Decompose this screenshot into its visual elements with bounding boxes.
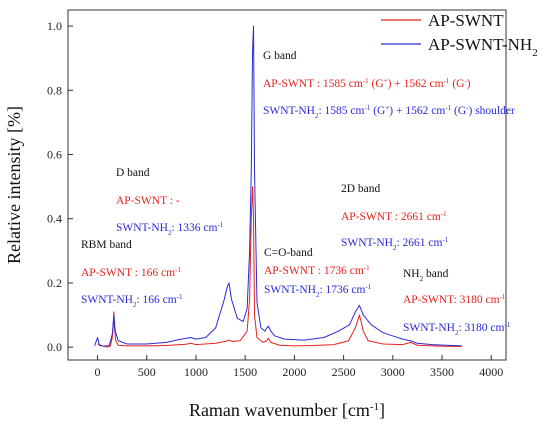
x-tick-label: 4000 <box>479 365 503 379</box>
series-line-ap-swnt <box>97 186 462 348</box>
x-tick-label: 0 <box>95 365 101 379</box>
x-axis-ticks: 0 500 1000 1500 2000 2500 3000 3500 4000 <box>95 355 503 379</box>
annotation-g-swnt-nh2: SWNT-NH2: 1585 cm-1 (G+) + 1562 cm-1 (G-… <box>263 104 515 120</box>
annotation-2d-swnt-nh2: SWNT-NH2: 2661 cm-1 <box>341 236 449 252</box>
annotation-g-ap-swnt: AP-SWNT : 1585 cm-1 (G+) + 1562 cm-1 (G-… <box>263 77 471 90</box>
series-layer <box>94 25 462 348</box>
y-tick-label: 0.0 <box>47 340 62 354</box>
annotation-rbm-swnt-nh2: SWNT-NH2: 166 cm-1 <box>81 293 183 309</box>
y-tick-label: 0.6 <box>47 147 62 161</box>
annotation-nh2-swnt-nh2: SWNT-NH2: 3180 cm-1 <box>403 321 511 337</box>
annotation-rbm-band: RBM band <box>81 239 132 251</box>
annotation-d-swnt-nh2: SWNT-NH2: 1336 cm-1 <box>116 221 224 237</box>
annotation-2d-ap-swnt: AP-SWNT : 2661 cm-1 <box>341 210 447 223</box>
annotation-d-band: D band <box>116 167 150 179</box>
x-tick-label: 1000 <box>184 365 208 379</box>
y-tick-label: 0.4 <box>47 212 62 226</box>
y-tick-label: 1.0 <box>47 19 62 33</box>
y-tick-label: 0.8 <box>47 83 62 97</box>
y-tick-label: 0.2 <box>47 276 62 290</box>
annotation-g-band: G band <box>263 50 297 62</box>
annotation-nh2-ap-swnt: AP-SWNT: 3180 cm-1 <box>403 293 506 306</box>
annotation-co-band: C=O-band <box>264 247 313 259</box>
annotation-co-swnt-nh2: SWNT-NH2: 1736 cm-1 <box>264 283 372 299</box>
annotation-nh2-band: NH2 band <box>403 268 449 283</box>
annotation-co-ap-swnt: AP-SWNT : 1736 cm-1 <box>264 264 370 277</box>
legend: AP-SWNT AP-SWNT-NH2 <box>381 11 538 59</box>
annotation-rbm-ap-swnt: AP-SWNT : 166 cm-1 <box>81 266 181 279</box>
legend-label-ap-swnt: AP-SWNT <box>428 11 504 30</box>
series-line-ap-swnt-nh2 <box>94 25 462 347</box>
plot-frame <box>67 9 507 361</box>
x-tick-label: 1500 <box>233 365 257 379</box>
annotation-2d-band: 2D band <box>341 183 381 195</box>
y-axis-ticks: 0.0 0.2 0.4 0.6 0.8 1.0 <box>47 19 73 354</box>
x-tick-label: 3500 <box>430 365 454 379</box>
x-tick-label: 500 <box>138 365 156 379</box>
legend-label-ap-swnt-nh2: AP-SWNT-NH2 <box>428 35 538 59</box>
x-tick-label: 2500 <box>332 365 356 379</box>
x-tick-label: 3000 <box>381 365 405 379</box>
x-axis-title: Raman wavenumber [cm-1] <box>189 400 385 420</box>
y-axis-title: Relative intensity [%] <box>4 106 24 264</box>
x-tick-label: 2000 <box>282 365 306 379</box>
annotation-d-ap-swnt: AP-SWNT : - <box>116 195 180 207</box>
